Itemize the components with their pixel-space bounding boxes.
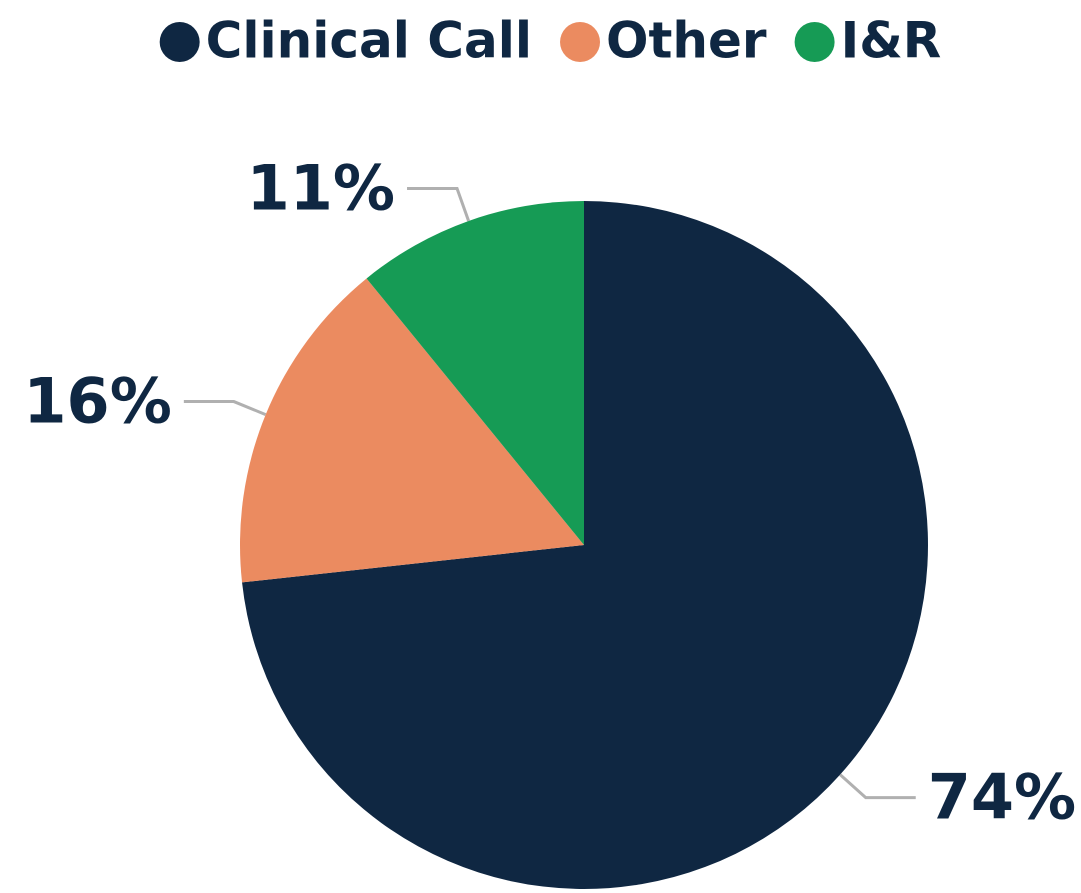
leader-line [183,400,267,416]
legend-marker [560,22,601,62]
pie-slice [366,201,584,545]
leader-line [407,187,470,222]
legend-label: Clinical Call [206,12,532,70]
data-label: 11% [247,152,395,225]
data-label: 74% [928,761,1076,834]
legend-label: Other [606,12,767,70]
legend-label: I&R [841,12,942,70]
leader-line [839,773,916,800]
legend: Clinical Call Other I&R [159,12,942,70]
legend-marker [794,22,835,62]
legend-marker [159,22,200,62]
pie-slice [240,278,585,583]
pie-slice [242,201,928,890]
data-label: 16% [23,365,171,438]
